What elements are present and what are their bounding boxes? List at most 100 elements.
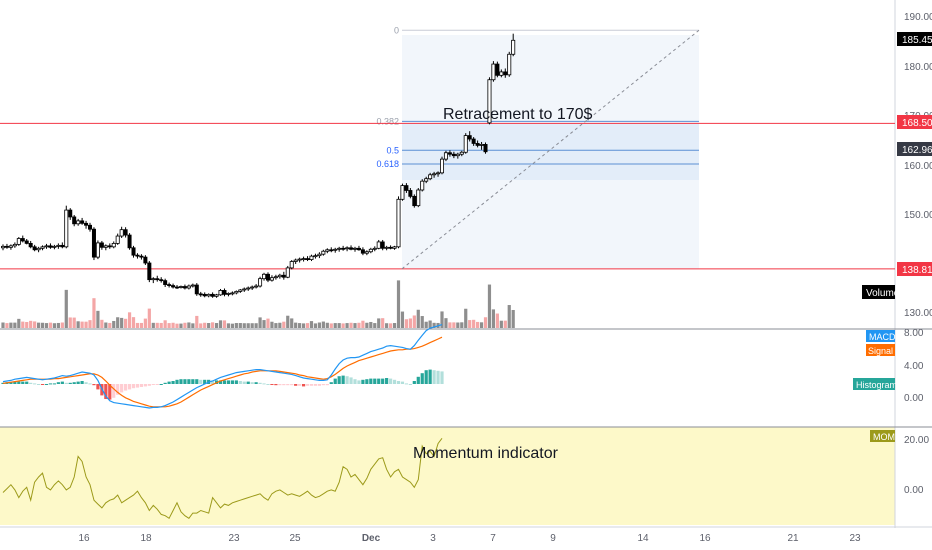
support-price-label-text: 138.81 — [902, 265, 932, 276]
volume-bar — [377, 318, 381, 328]
macd-histogram-bar — [341, 375, 345, 384]
candle-body — [8, 245, 13, 248]
candle — [167, 282, 172, 288]
macd-histogram-bar — [337, 376, 341, 384]
volume-bar — [68, 317, 72, 328]
candle-body — [88, 224, 93, 230]
macd-histogram-bar — [191, 379, 195, 384]
volume-bar — [294, 322, 298, 328]
macd-histogram-bar — [199, 379, 203, 384]
macd-histogram-bar — [317, 384, 321, 386]
volume-bar — [424, 321, 428, 328]
candle-body — [432, 173, 437, 176]
volume-bar — [495, 313, 499, 328]
volume-bar — [321, 321, 325, 328]
volume-bar — [127, 312, 132, 328]
volume-bar — [290, 318, 294, 328]
candle — [123, 227, 128, 238]
candle-body — [210, 293, 215, 297]
candle — [147, 261, 152, 283]
volume-bar — [353, 323, 357, 328]
candle — [285, 265, 290, 279]
macd-histogram-bar — [404, 383, 409, 385]
candle — [155, 275, 160, 282]
macd-histogram-bar — [408, 384, 412, 385]
candle-body — [511, 39, 516, 55]
macd-histogram-bar — [298, 384, 302, 386]
fib-zone-upper — [402, 35, 699, 123]
volume-bar — [147, 308, 151, 328]
candle-body — [471, 138, 476, 144]
macd-histogram-bar — [25, 381, 29, 384]
candle — [258, 276, 263, 288]
volume-bar — [203, 322, 207, 328]
volume-bar — [108, 322, 112, 328]
candle — [56, 243, 61, 249]
time-axis: 16 18 23 25 Dec 3 7 9 14 16 21 23 — [78, 533, 861, 544]
fib-level-label: 0 — [394, 25, 399, 35]
volume-bar — [444, 318, 448, 328]
candle — [463, 133, 468, 154]
candle — [64, 205, 69, 249]
candle — [325, 248, 330, 254]
candle — [103, 244, 108, 251]
candle — [475, 140, 480, 148]
candle — [265, 272, 270, 283]
candle — [4, 243, 9, 249]
candle-body — [289, 261, 294, 269]
volume-bar — [116, 317, 120, 328]
volume-bar — [218, 320, 223, 328]
candle-body — [507, 53, 512, 76]
macd-histogram-bar — [381, 378, 385, 384]
candle-body — [44, 245, 49, 248]
volume-bar — [60, 322, 64, 328]
volume-bar — [179, 323, 183, 328]
volume-bar — [183, 322, 187, 328]
time-tick: 9 — [550, 533, 556, 544]
candle-body — [230, 292, 235, 295]
volume-bar — [503, 320, 507, 328]
candle — [107, 243, 112, 249]
candle — [451, 151, 456, 159]
volume-bar — [349, 322, 353, 328]
candle-body — [447, 152, 452, 155]
candle — [317, 252, 322, 259]
candle — [95, 240, 100, 260]
candle — [210, 292, 215, 298]
candle-body — [428, 174, 433, 180]
candle-body — [171, 285, 176, 288]
candle-body — [76, 220, 81, 225]
candle-body — [337, 247, 342, 250]
macd-histogram-bar — [246, 381, 250, 384]
candle-body — [127, 234, 132, 249]
macd-histogram-bar — [48, 383, 53, 385]
candle-body — [408, 190, 413, 197]
volume-bar — [96, 310, 100, 328]
volume-bar — [365, 322, 369, 328]
candle-body — [163, 280, 168, 285]
annotation-momentum[interactable]: Momentum indicator — [413, 445, 559, 462]
candle — [68, 208, 73, 220]
signal-label: Signal — [868, 346, 893, 356]
volume-bar — [36, 322, 41, 328]
candle-body — [238, 289, 243, 292]
time-tick: 7 — [490, 533, 496, 544]
volume-bar — [337, 323, 341, 328]
volume-bar — [92, 298, 96, 328]
time-tick: 23 — [849, 533, 861, 544]
candle-body — [262, 273, 267, 280]
macd-histogram-bar — [203, 379, 207, 384]
candle — [341, 245, 346, 251]
macd-histogram-bar — [147, 384, 151, 386]
candle-body — [214, 294, 219, 297]
annotation-retracement[interactable]: Retracement to 170$ — [443, 106, 593, 123]
resistance-price-label-text: 168.50 — [902, 118, 932, 129]
volume-bar — [56, 322, 60, 328]
candle-body — [305, 258, 310, 260]
candle — [48, 243, 53, 249]
volume-bar — [187, 322, 191, 328]
candle — [72, 214, 77, 227]
macd-histogram-bar — [432, 370, 436, 384]
candle — [364, 250, 369, 256]
